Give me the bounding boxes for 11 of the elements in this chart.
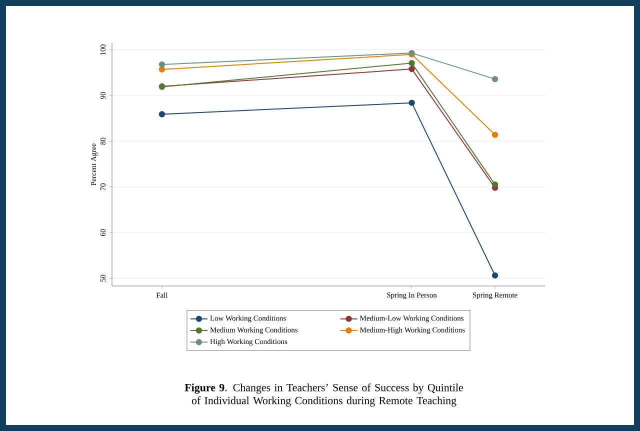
point bbox=[408, 60, 415, 66]
point bbox=[158, 111, 166, 118]
point bbox=[492, 272, 498, 279]
point bbox=[492, 76, 498, 82]
point bbox=[158, 66, 166, 73]
point bbox=[408, 66, 415, 72]
text: Figure 9. Changes in Teachers’ Sense of Success by Quintile of Individual Working Conditions during Remote Teaching bbox=[184, 383, 463, 407]
point bbox=[492, 181, 498, 188]
point bbox=[158, 61, 166, 68]
point bbox=[408, 100, 415, 106]
point bbox=[492, 132, 498, 138]
